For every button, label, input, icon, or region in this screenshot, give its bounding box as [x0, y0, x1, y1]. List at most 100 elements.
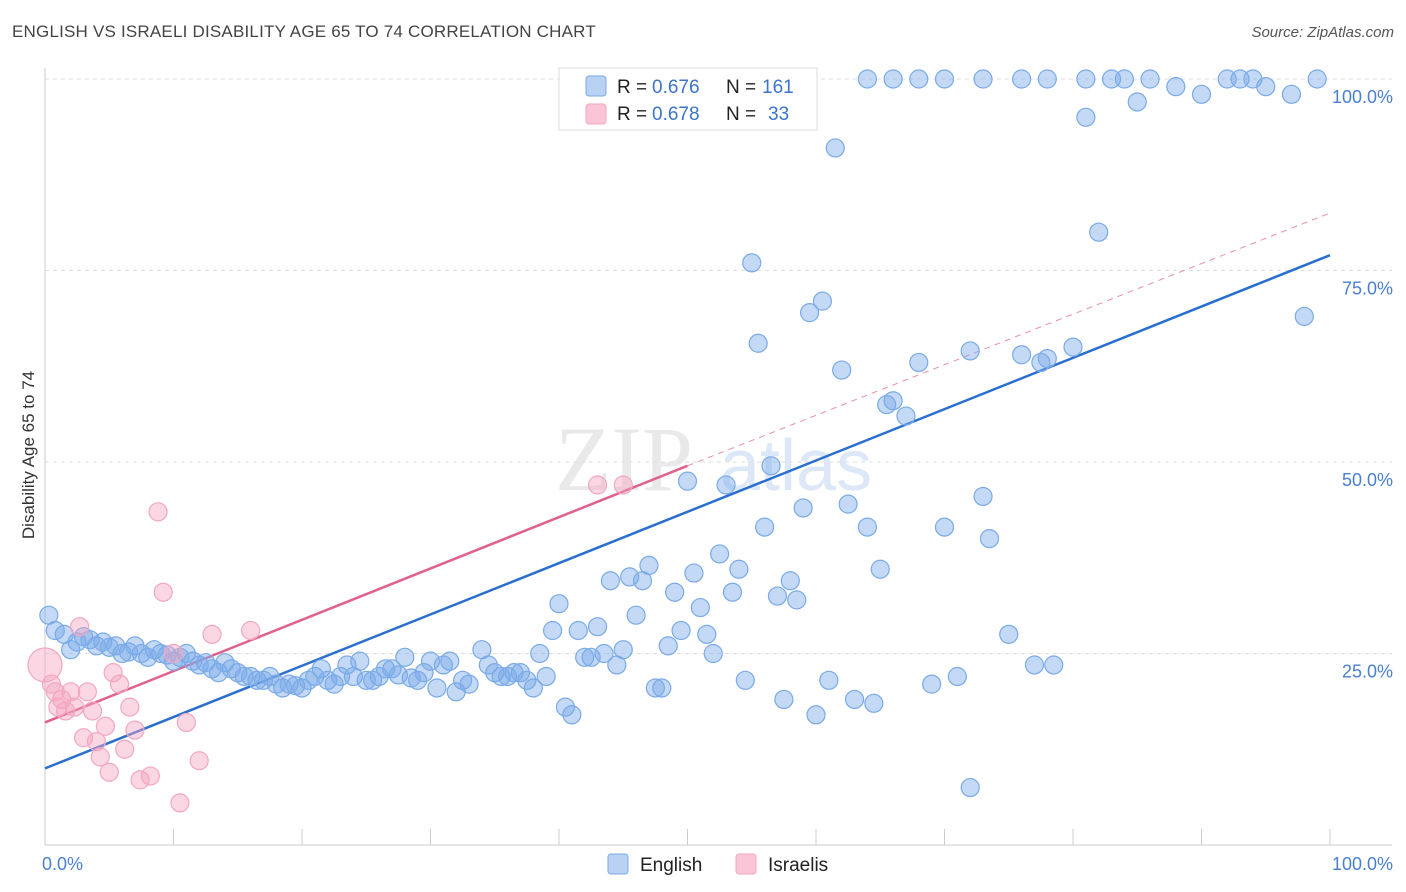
point-israelis-6: [61, 682, 81, 702]
point-english-155: [883, 69, 903, 89]
point-english-95: [658, 636, 678, 656]
point-english-165: [960, 777, 980, 798]
point-english-125: [857, 517, 878, 537]
point-english-140: [1024, 655, 1045, 675]
point-israelis-20: [125, 720, 145, 740]
point-english-44: [324, 674, 344, 694]
point-israelis-23: [148, 502, 168, 522]
legend-n-label-2: N =: [726, 104, 756, 125]
point-english-132: [922, 674, 942, 694]
point-english-111: [761, 456, 781, 476]
point-english-136: [973, 486, 993, 507]
point-israelis-22: [140, 766, 160, 786]
point-israelis-30: [241, 620, 261, 641]
point-english-93: [645, 678, 665, 698]
point-english-8: [93, 632, 113, 652]
point-english-73: [517, 670, 537, 690]
point-english-32: [247, 670, 267, 690]
axes: [44, 68, 1392, 846]
bottom-legend-english-swatch: [607, 853, 629, 875]
point-israelis-2: [45, 682, 65, 702]
point-israelis-7: [64, 697, 85, 717]
point-english-75: [530, 643, 550, 664]
point-israelis-11: [82, 701, 103, 721]
point-english-37: [279, 674, 299, 694]
point-english-154: [857, 69, 878, 89]
point-english-159: [1037, 69, 1057, 89]
point-english-67: [478, 655, 498, 675]
point-english-152: [1281, 84, 1302, 104]
y-tick-label-2: 75.0%: [1342, 279, 1393, 299]
point-english-146: [1127, 92, 1147, 112]
point-english-102: [703, 643, 723, 664]
point-israelis-0: [27, 647, 63, 683]
trend-line-israelis-extension: [687, 212, 1331, 467]
point-english-80: [562, 705, 582, 725]
point-english-57: [408, 670, 428, 690]
point-english-121: [825, 138, 845, 158]
point-english-62: [440, 651, 460, 671]
legend-english-swatch: [585, 75, 607, 97]
point-english-94: [652, 678, 672, 698]
trend-line-english: [44, 254, 1331, 770]
point-english-135: [960, 341, 980, 361]
point-israelis-27: [176, 712, 196, 733]
source-label: Source: ZipAtlas.com: [1251, 24, 1394, 41]
trend-lines: [44, 212, 1331, 770]
point-english-58: [414, 663, 434, 683]
point-english-3: [61, 640, 81, 660]
point-israelis-21: [130, 770, 150, 790]
point-english-86: [600, 571, 621, 591]
point-english-112: [767, 586, 788, 606]
data-points: [27, 69, 1327, 813]
point-english-122: [832, 360, 852, 380]
point-english-166: [1076, 107, 1096, 127]
legend-r-label-1: R =: [617, 77, 647, 98]
point-english-169: [1243, 69, 1263, 89]
point-english-103: [710, 544, 730, 564]
point-english-124: [844, 689, 865, 710]
point-israelis-31: [587, 475, 608, 495]
point-english-107: [735, 670, 755, 690]
point-english-34: [260, 666, 280, 687]
point-english-142: [1037, 348, 1057, 369]
point-english-15: [138, 647, 158, 667]
point-english-148: [1191, 84, 1212, 104]
point-israelis-8: [70, 617, 90, 637]
legend-r-label-2: R =: [617, 104, 647, 125]
point-english-83: [581, 647, 601, 667]
point-english-137: [979, 528, 1000, 549]
point-israelis-26: [170, 793, 190, 813]
point-english-145: [1089, 222, 1109, 242]
point-english-129: [883, 391, 903, 411]
point-english-55: [395, 647, 415, 667]
point-english-108: [742, 253, 762, 273]
point-english-167: [1114, 69, 1135, 89]
point-israelis-29: [202, 624, 222, 644]
tick-labels: 25.0% 50.0% 75.0% 100.0% 0.0% 100.0%: [42, 87, 1393, 874]
chart-title: ENGLISH VS ISRAELI DISABILITY AGE 65 TO …: [12, 22, 596, 41]
legend-israelis-swatch: [585, 103, 607, 125]
legend-n-label-1: N =: [726, 77, 756, 98]
point-english-130: [896, 406, 916, 426]
point-english-127: [870, 559, 890, 579]
point-english-76: [536, 666, 556, 687]
point-english-164: [1294, 306, 1314, 327]
y-tick-label-1: 50.0%: [1342, 470, 1393, 490]
point-israelis-25: [163, 643, 184, 664]
series-legend: English Israelis: [607, 853, 828, 876]
point-english-92: [639, 555, 659, 576]
bottom-legend-israelis-swatch: [735, 853, 757, 875]
point-english-153: [1307, 69, 1327, 89]
point-english-144: [1063, 337, 1083, 357]
point-english-104: [716, 475, 736, 495]
point-english-120: [819, 670, 839, 690]
point-israelis-15: [99, 762, 119, 782]
point-israelis-14: [95, 716, 115, 736]
y-axis-label: Disability Age 65 to 74: [19, 371, 38, 539]
point-english-81: [568, 620, 588, 641]
point-english-160: [1076, 69, 1096, 89]
point-israelis-19: [120, 697, 140, 717]
point-israelis-32: [613, 475, 633, 495]
point-english-39: [292, 678, 312, 698]
